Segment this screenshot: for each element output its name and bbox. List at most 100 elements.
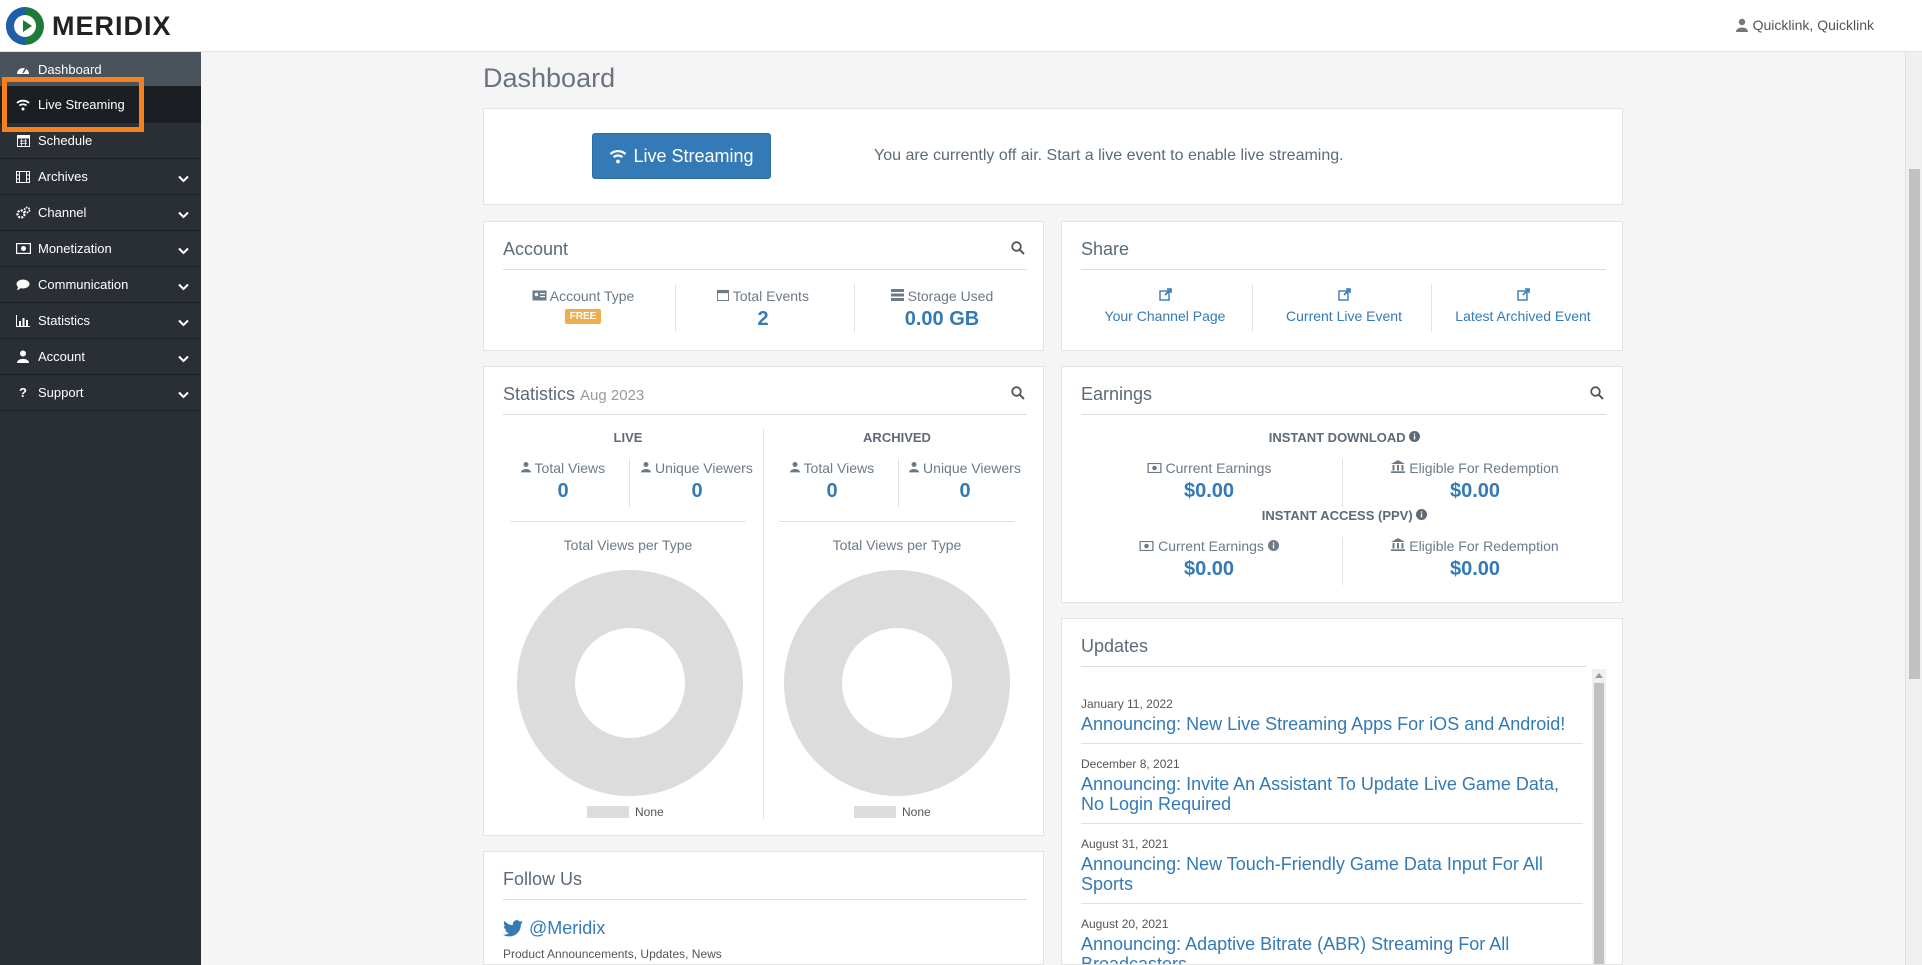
scroll-thumb[interactable] <box>1594 683 1604 964</box>
statistics-card: Statistics Aug 2023 LIVE Total Views 0 U… <box>483 366 1044 836</box>
external-link-icon <box>1158 288 1172 301</box>
sidebar-item-live-streaming[interactable]: Live Streaming <box>0 87 201 123</box>
account-type-label: Account Type <box>549 288 635 304</box>
divider <box>854 284 855 332</box>
storage-label: Storage Used <box>907 288 994 304</box>
money-icon <box>1139 540 1154 552</box>
divider <box>1252 284 1253 332</box>
user-icon <box>520 462 531 473</box>
storage-icon <box>890 289 904 301</box>
access-current-earnings-stat: Current Earnings $0.00 <box>1081 538 1337 581</box>
download-current-earnings-stat: Current Earnings $0.00 <box>1081 460 1337 503</box>
chevron-down-icon <box>178 351 189 366</box>
sidebar-item-support[interactable]: ? Support <box>0 375 201 411</box>
chevron-down-icon <box>178 171 189 186</box>
chevron-down-icon <box>178 315 189 330</box>
update-item[interactable]: January 11, 2022 Announcing: New Live St… <box>1081 697 1566 734</box>
account-type-stat: Account Type FREE <box>503 288 663 324</box>
archived-heading: ARCHIVED <box>863 430 931 445</box>
money-icon <box>1147 462 1162 474</box>
scroll-thumb[interactable] <box>1909 169 1920 679</box>
brand-logo[interactable]: MERIDIX <box>6 7 172 45</box>
archived-chart-title: Total Views per Type <box>832 537 962 553</box>
search-icon[interactable] <box>1590 386 1604 405</box>
page-title: Dashboard <box>483 63 616 93</box>
sidebar-item-label: Live Streaming <box>38 97 125 112</box>
live-total-views-value: 0 <box>557 480 569 502</box>
external-link-icon <box>1337 288 1351 301</box>
bank-icon <box>1391 460 1406 473</box>
legend-swatch <box>854 806 896 818</box>
share-link-label: Latest Archived Event <box>1455 308 1591 324</box>
search-icon[interactable] <box>1011 386 1025 405</box>
current-live-event-link[interactable]: Current Live Event <box>1260 288 1428 324</box>
sidebar: Dashboard Live Streaming Schedule Archiv… <box>0 52 201 965</box>
archived-unique-viewers-value: 0 <box>959 480 971 502</box>
update-item[interactable]: August 31, 2021 Announcing: New Touch-Fr… <box>1081 837 1543 894</box>
user-icon <box>789 462 800 473</box>
gears-icon <box>14 206 32 219</box>
live-streaming-button-label: Live Streaming <box>633 145 754 166</box>
sidebar-item-label: Account <box>38 349 85 364</box>
sidebar-item-label: Channel <box>38 205 87 220</box>
external-link-icon <box>1516 288 1530 301</box>
page-scrollbar[interactable] <box>1905 52 1922 965</box>
live-unique-viewers-stat: Unique Viewers 0 <box>632 460 762 503</box>
update-item[interactable]: December 8, 2021 Announcing: Invite An A… <box>1081 757 1559 814</box>
scroll-up-icon[interactable] <box>1595 673 1603 678</box>
divider <box>1431 284 1432 332</box>
search-icon[interactable] <box>1011 241 1025 260</box>
updates-scrollbar[interactable] <box>1592 669 1606 964</box>
chevron-down-icon <box>178 279 189 294</box>
download-eligible-value: $0.00 <box>1449 480 1501 502</box>
account-type-badge: FREE <box>564 309 602 324</box>
chat-bubble-icon <box>14 279 32 291</box>
your-channel-page-link[interactable]: Your Channel Page <box>1081 288 1249 324</box>
updates-card: Updates January 11, 2022 Announcing: New… <box>1061 618 1623 965</box>
divider <box>503 899 1027 900</box>
divider <box>1342 459 1343 507</box>
live-heading: LIVE <box>613 430 643 445</box>
live-chart-title: Total Views per Type <box>563 537 693 553</box>
user-menu[interactable]: Quicklink, Quicklink <box>1735 17 1874 33</box>
info-icon[interactable] <box>1267 540 1279 551</box>
twitter-link[interactable]: @Meridix <box>503 918 605 939</box>
latest-archived-event-link[interactable]: Latest Archived Event <box>1437 288 1609 324</box>
sidebar-item-label: Schedule <box>38 133 93 148</box>
instant-access-heading: INSTANT ACCESS (PPV) <box>1081 508 1608 523</box>
share-title: Share <box>1081 239 1130 259</box>
info-icon[interactable] <box>1409 431 1421 442</box>
divider <box>898 459 899 507</box>
sidebar-item-channel[interactable]: Channel <box>0 195 201 231</box>
divider <box>763 429 764 819</box>
sidebar-item-label: Archives <box>38 169 88 184</box>
storage-value: 0.00 GB <box>904 308 980 330</box>
sidebar-item-monetization[interactable]: Monetization <box>0 231 201 267</box>
sidebar-item-label: Support <box>38 385 84 400</box>
sidebar-item-account[interactable]: Account <box>0 339 201 375</box>
total-events-value: 2 <box>757 308 769 330</box>
brand-name: MERIDIX <box>52 10 172 41</box>
chevron-down-icon <box>178 243 189 258</box>
divider <box>1081 823 1583 824</box>
info-icon[interactable] <box>1416 509 1428 520</box>
twitter-icon <box>503 920 523 937</box>
legend-label: None <box>902 805 931 819</box>
highlight-box <box>2 77 144 132</box>
sidebar-item-communication[interactable]: Communication <box>0 267 201 303</box>
top-bar: MERIDIX Quicklink, Quicklink <box>0 0 1922 52</box>
divider <box>1081 903 1583 904</box>
statistics-period: Aug 2023 <box>580 387 645 404</box>
archived-total-views-value: 0 <box>826 480 838 502</box>
live-donut-chart <box>517 570 743 796</box>
sidebar-item-schedule[interactable]: Schedule <box>0 123 201 159</box>
sidebar-item-statistics[interactable]: Statistics <box>0 303 201 339</box>
user-name: Quicklink, Quicklink <box>1752 17 1874 33</box>
live-streaming-button[interactable]: Live Streaming <box>592 133 771 179</box>
update-item[interactable]: August 20, 2021 Announcing: Adaptive Bit… <box>1081 917 1510 965</box>
divider <box>779 521 1015 522</box>
share-card: Share Your Channel Page Current Live Eve… <box>1061 221 1623 351</box>
sidebar-item-archives[interactable]: Archives <box>0 159 201 195</box>
divider <box>1081 666 1586 667</box>
film-icon <box>14 170 32 183</box>
